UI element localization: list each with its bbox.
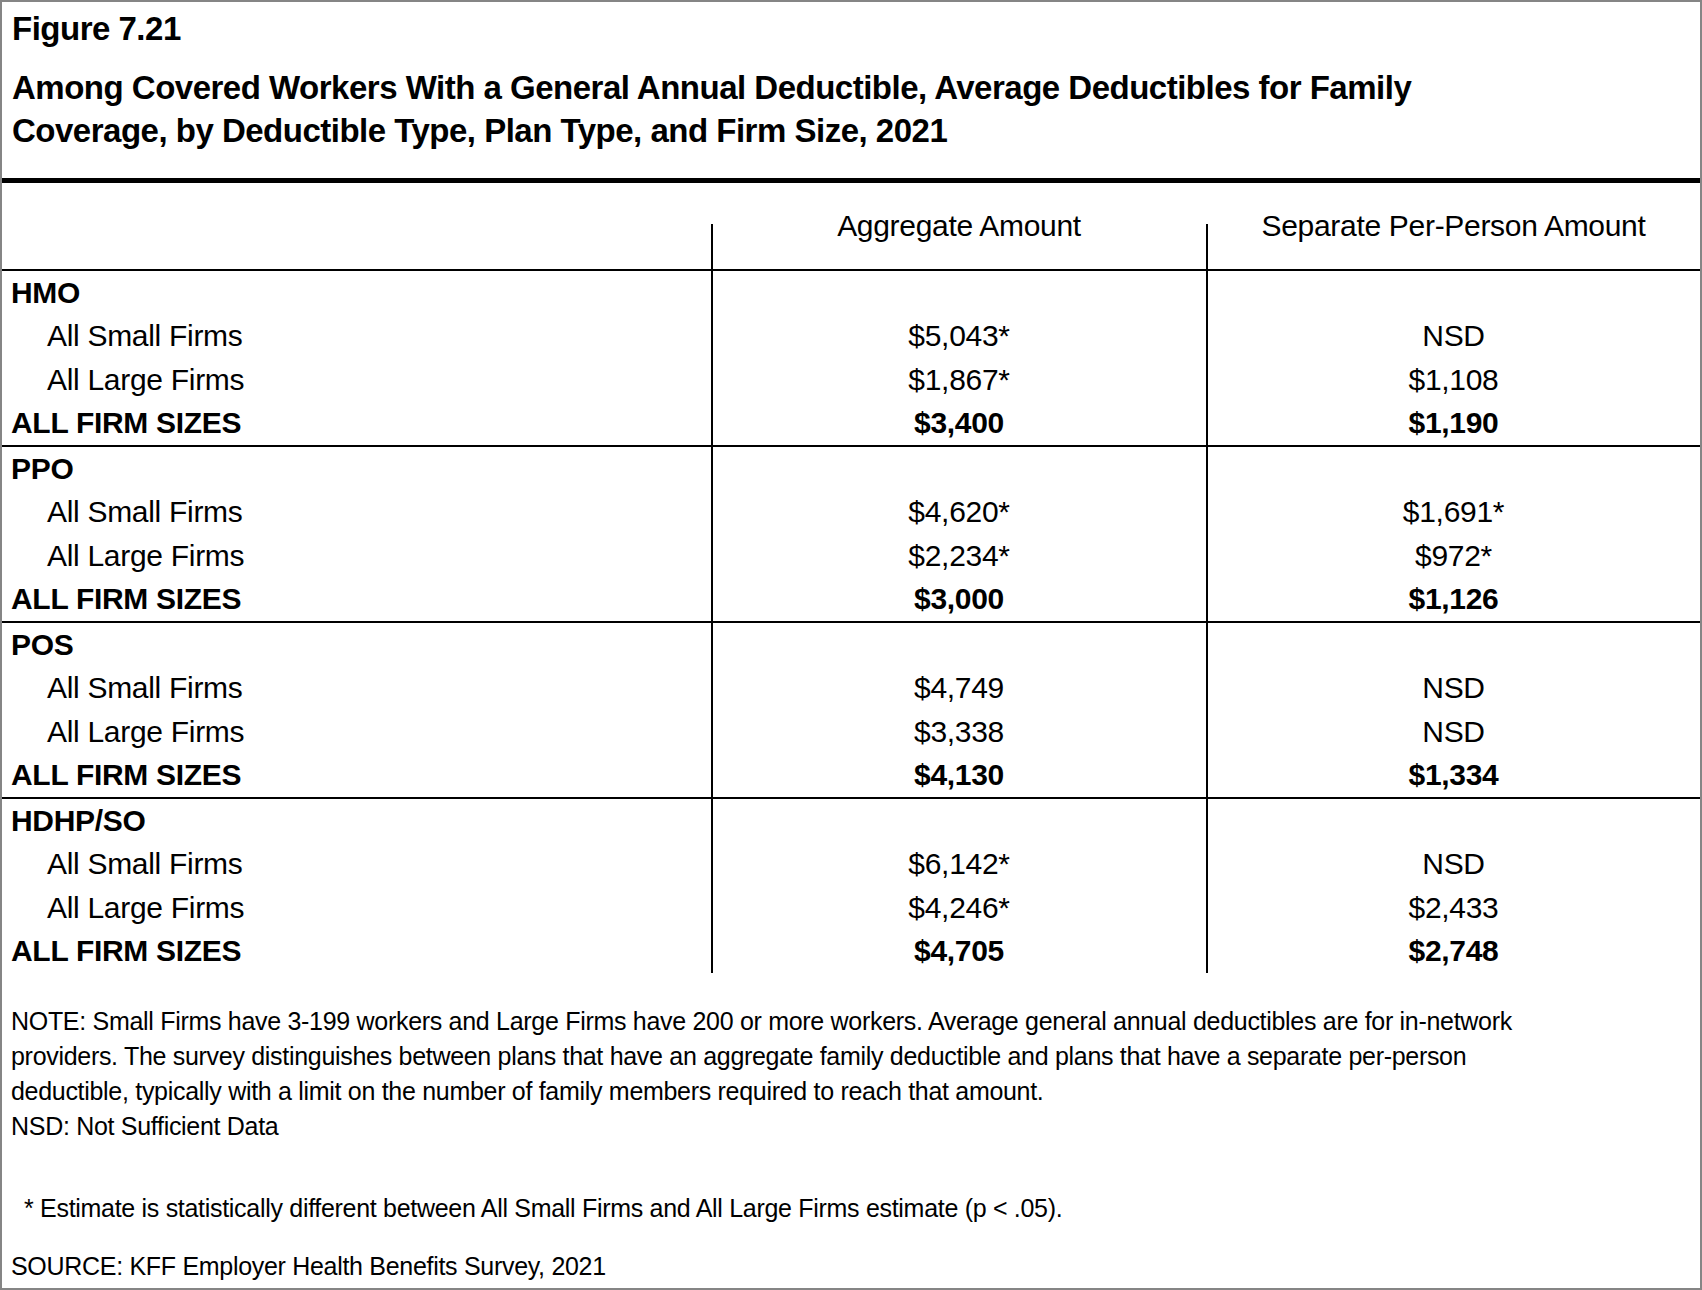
separate-value: NSD — [1207, 847, 1700, 881]
aggregate-value: $5,043* — [711, 319, 1207, 353]
aggregate-value: $2,234* — [711, 539, 1207, 573]
table-section-hdhp-so: HDHP/SO All Small Firms $6,142* NSD All … — [2, 799, 1700, 973]
row-label: ALL FIRM SIZES — [2, 406, 711, 440]
asterisk-note: * Estimate is statistically different be… — [11, 1194, 1062, 1223]
table-section-pos: POS All Small Firms $4,749 NSD All Large… — [2, 623, 1700, 799]
figure-page: Figure 7.21 Among Covered Workers With a… — [0, 0, 1702, 1290]
aggregate-value: $4,620* — [711, 495, 1207, 529]
data-row: All Small Firms $4,749 NSD — [2, 667, 1700, 711]
separate-value: $1,126 — [1207, 582, 1700, 616]
figure-title: Among Covered Workers With a General Ann… — [12, 66, 1411, 152]
separate-value: $1,334 — [1207, 758, 1700, 792]
row-label: All Small Firms — [2, 671, 711, 705]
data-row: All Small Firms $5,043* NSD — [2, 315, 1700, 359]
plan-type-label: HDHP/SO — [2, 804, 711, 838]
table-section-ppo: PPO All Small Firms $4,620* $1,691* All … — [2, 447, 1700, 623]
column-header-aggregate: Aggregate Amount — [711, 209, 1207, 243]
separate-value: $972* — [1207, 539, 1700, 573]
aggregate-value: $3,400 — [711, 406, 1207, 440]
figure-title-line-1: Among Covered Workers With a General Ann… — [12, 66, 1411, 109]
plan-type-label: HMO — [2, 276, 711, 310]
separate-value: $1,691* — [1207, 495, 1700, 529]
separate-value: $1,108 — [1207, 363, 1700, 397]
note-text: NOTE: Small Firms have 3-199 workers and… — [11, 1004, 1512, 1144]
data-row: All Large Firms $3,338 NSD — [2, 710, 1700, 754]
separate-value: $2,433 — [1207, 891, 1700, 925]
total-row: ALL FIRM SIZES $3,000 $1,126 — [2, 578, 1700, 622]
deductible-table: Aggregate Amount Separate Per-Person Amo… — [2, 183, 1700, 973]
data-row: All Large Firms $4,246* $2,433 — [2, 886, 1700, 930]
row-label: All Small Firms — [2, 319, 711, 353]
figure-number: Figure 7.21 — [12, 10, 181, 48]
column-divider-1 — [711, 224, 713, 973]
note-line-3: deductible, typically with a limit on th… — [11, 1074, 1512, 1109]
aggregate-value: $4,130 — [711, 758, 1207, 792]
nsd-note: NSD: Not Sufficient Data — [11, 1109, 1512, 1144]
separate-value: NSD — [1207, 671, 1700, 705]
aggregate-value: $1,867* — [711, 363, 1207, 397]
data-row: All Large Firms $1,867* $1,108 — [2, 358, 1700, 402]
total-row: ALL FIRM SIZES $4,130 $1,334 — [2, 754, 1700, 798]
note-line-1: NOTE: Small Firms have 3-199 workers and… — [11, 1004, 1512, 1039]
aggregate-value: $4,749 — [711, 671, 1207, 705]
separate-value: NSD — [1207, 319, 1700, 353]
plan-type-label: POS — [2, 628, 711, 662]
plan-type-row: PPO — [2, 447, 1700, 491]
row-label: All Large Firms — [2, 539, 711, 573]
plan-type-row: HMO — [2, 271, 1700, 315]
aggregate-value: $3,000 — [711, 582, 1207, 616]
row-label: ALL FIRM SIZES — [2, 934, 711, 968]
table-section-hmo: HMO All Small Firms $5,043* NSD All Larg… — [2, 271, 1700, 447]
column-header-separate: Separate Per-Person Amount — [1207, 209, 1700, 243]
plan-type-row: HDHP/SO — [2, 799, 1700, 843]
aggregate-value: $4,705 — [711, 934, 1207, 968]
plan-type-label: PPO — [2, 452, 711, 486]
total-row: ALL FIRM SIZES $3,400 $1,190 — [2, 402, 1700, 446]
row-label: ALL FIRM SIZES — [2, 582, 711, 616]
column-divider-2 — [1206, 224, 1208, 973]
row-label: All Small Firms — [2, 495, 711, 529]
data-row: All Large Firms $2,234* $972* — [2, 534, 1700, 578]
separate-value: NSD — [1207, 715, 1700, 749]
separate-value: $1,190 — [1207, 406, 1700, 440]
note-line-2: providers. The survey distinguishes betw… — [11, 1039, 1512, 1074]
table-header-row: Aggregate Amount Separate Per-Person Amo… — [2, 183, 1700, 271]
figure-title-line-2: Coverage, by Deductible Type, Plan Type,… — [12, 109, 1411, 152]
row-label: All Large Firms — [2, 891, 711, 925]
aggregate-value: $4,246* — [711, 891, 1207, 925]
aggregate-value: $3,338 — [711, 715, 1207, 749]
total-row: ALL FIRM SIZES $4,705 $2,748 — [2, 930, 1700, 974]
aggregate-value: $6,142* — [711, 847, 1207, 881]
row-label: All Large Firms — [2, 363, 711, 397]
row-label: All Small Firms — [2, 847, 711, 881]
data-row: All Small Firms $6,142* NSD — [2, 843, 1700, 887]
row-label: ALL FIRM SIZES — [2, 758, 711, 792]
data-row: All Small Firms $4,620* $1,691* — [2, 491, 1700, 535]
row-label: All Large Firms — [2, 715, 711, 749]
plan-type-row: POS — [2, 623, 1700, 667]
source-text: SOURCE: KFF Employer Health Benefits Sur… — [11, 1252, 606, 1281]
separate-value: $2,748 — [1207, 934, 1700, 968]
